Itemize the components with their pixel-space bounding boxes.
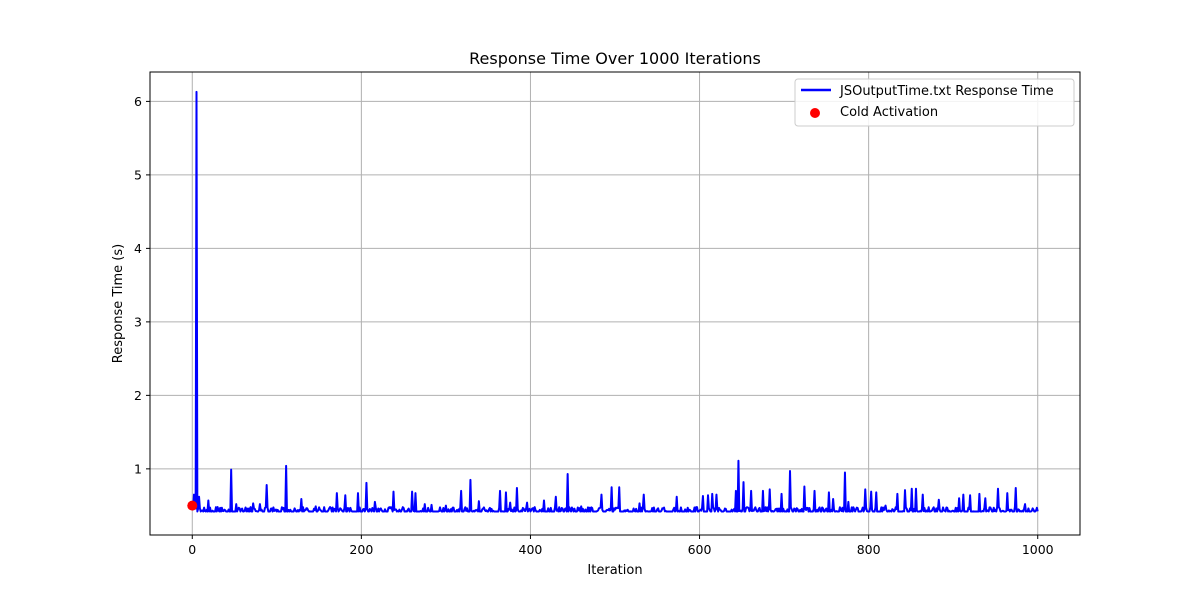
y-tick-label: 5 xyxy=(134,167,142,182)
x-axis-label: Iteration xyxy=(587,563,642,578)
x-tick-label: 0 xyxy=(188,542,196,557)
y-tick-label: 1 xyxy=(134,461,142,476)
x-tick-label: 800 xyxy=(857,542,881,557)
response-time-line xyxy=(192,90,1039,513)
x-tick-label: 600 xyxy=(688,542,712,557)
y-axis-label: Response Time (s) xyxy=(111,244,126,363)
legend-marker-swatch xyxy=(810,108,820,118)
plot-frame xyxy=(149,71,1081,536)
chart-title: Response Time Over 1000 Iterations xyxy=(469,49,761,68)
y-tick-label: 4 xyxy=(134,241,142,256)
axes-ticks: 0 200 400 600 800 1000 1 2 3 4 5 6 xyxy=(134,94,1054,557)
plot-area xyxy=(187,90,1039,513)
x-tick-label: 1000 xyxy=(1022,542,1054,557)
y-tick-label: 6 xyxy=(134,94,142,109)
x-tick-label: 200 xyxy=(349,542,373,557)
legend: JSOutputTime.txt Response Time Cold Acti… xyxy=(794,78,1075,127)
y-tick-label: 3 xyxy=(134,314,142,329)
cold-activation-point xyxy=(187,500,198,511)
x-tick-label: 400 xyxy=(519,542,543,557)
grid xyxy=(150,72,1080,535)
legend-box xyxy=(794,78,1075,127)
legend-series-label: JSOutputTime.txt Response Time xyxy=(839,84,1054,99)
legend-cold-activation-label: Cold Activation xyxy=(840,105,938,120)
y-tick-label: 2 xyxy=(134,388,142,403)
